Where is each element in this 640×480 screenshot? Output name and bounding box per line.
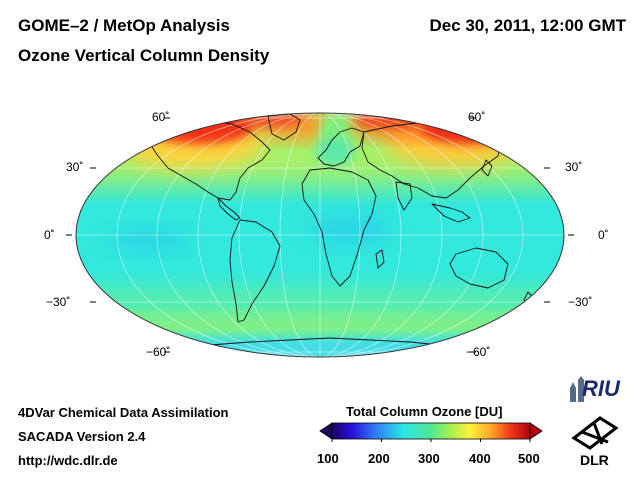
lat-label-left-30s: −30˚ [46,295,71,309]
dlr-logo-text: DLR [580,452,609,468]
colorbar-tick-300: 300 [418,451,440,466]
dlr-logo-icon [571,416,619,450]
footer-version: SACADA Version 2.4 [18,429,146,444]
colorbar-min-arrow [319,422,333,440]
ozone-field [76,113,564,357]
colorbar-tick-100: 100 [317,451,339,466]
colorbar [319,422,543,442]
colorbar-ticks [331,439,531,442]
colorbar-tick-400: 400 [469,451,491,466]
footer-url[interactable]: http://wdc.dlr.de [18,453,118,468]
lat-label-right-0: 0˚ [598,228,609,242]
lat-label-left-0: 0˚ [44,228,55,242]
colorbar-title: Total Column Ozone [DU] [346,404,503,419]
map-subtitle: Ozone Vertical Column Density [18,46,270,65]
latitude-ticks [66,117,574,353]
lat-label-right-30n: 30˚ [565,160,583,174]
lat-label-left-60n: 60˚ [152,110,170,124]
lat-label-left-60s: −60˚ [146,345,171,359]
map-title: GOME–2 / MetOp Analysis [18,16,230,35]
riu-logo: RIU [566,376,630,406]
lat-label-right-30s: −30˚ [568,295,593,309]
globe-outline [75,112,565,358]
colorbar-gradient [331,422,531,440]
colorbar-tick-200: 200 [368,451,390,466]
dlr-logo: DLR [566,414,630,474]
map-datetime: Dec 30, 2011, 12:00 GMT [429,16,626,35]
colorbar-max-arrow [529,422,543,440]
riu-logo-text: RIU [582,376,620,401]
riu-logo-icon [570,376,584,402]
lat-label-right-60n: 60˚ [468,110,486,124]
lat-label-right-60s: −60˚ [466,345,491,359]
lat-label-left-30n: 30˚ [66,160,84,174]
footer-assimilation: 4DVar Chemical Data Assimilation [18,405,229,420]
colorbar-tick-500: 500 [518,451,540,466]
